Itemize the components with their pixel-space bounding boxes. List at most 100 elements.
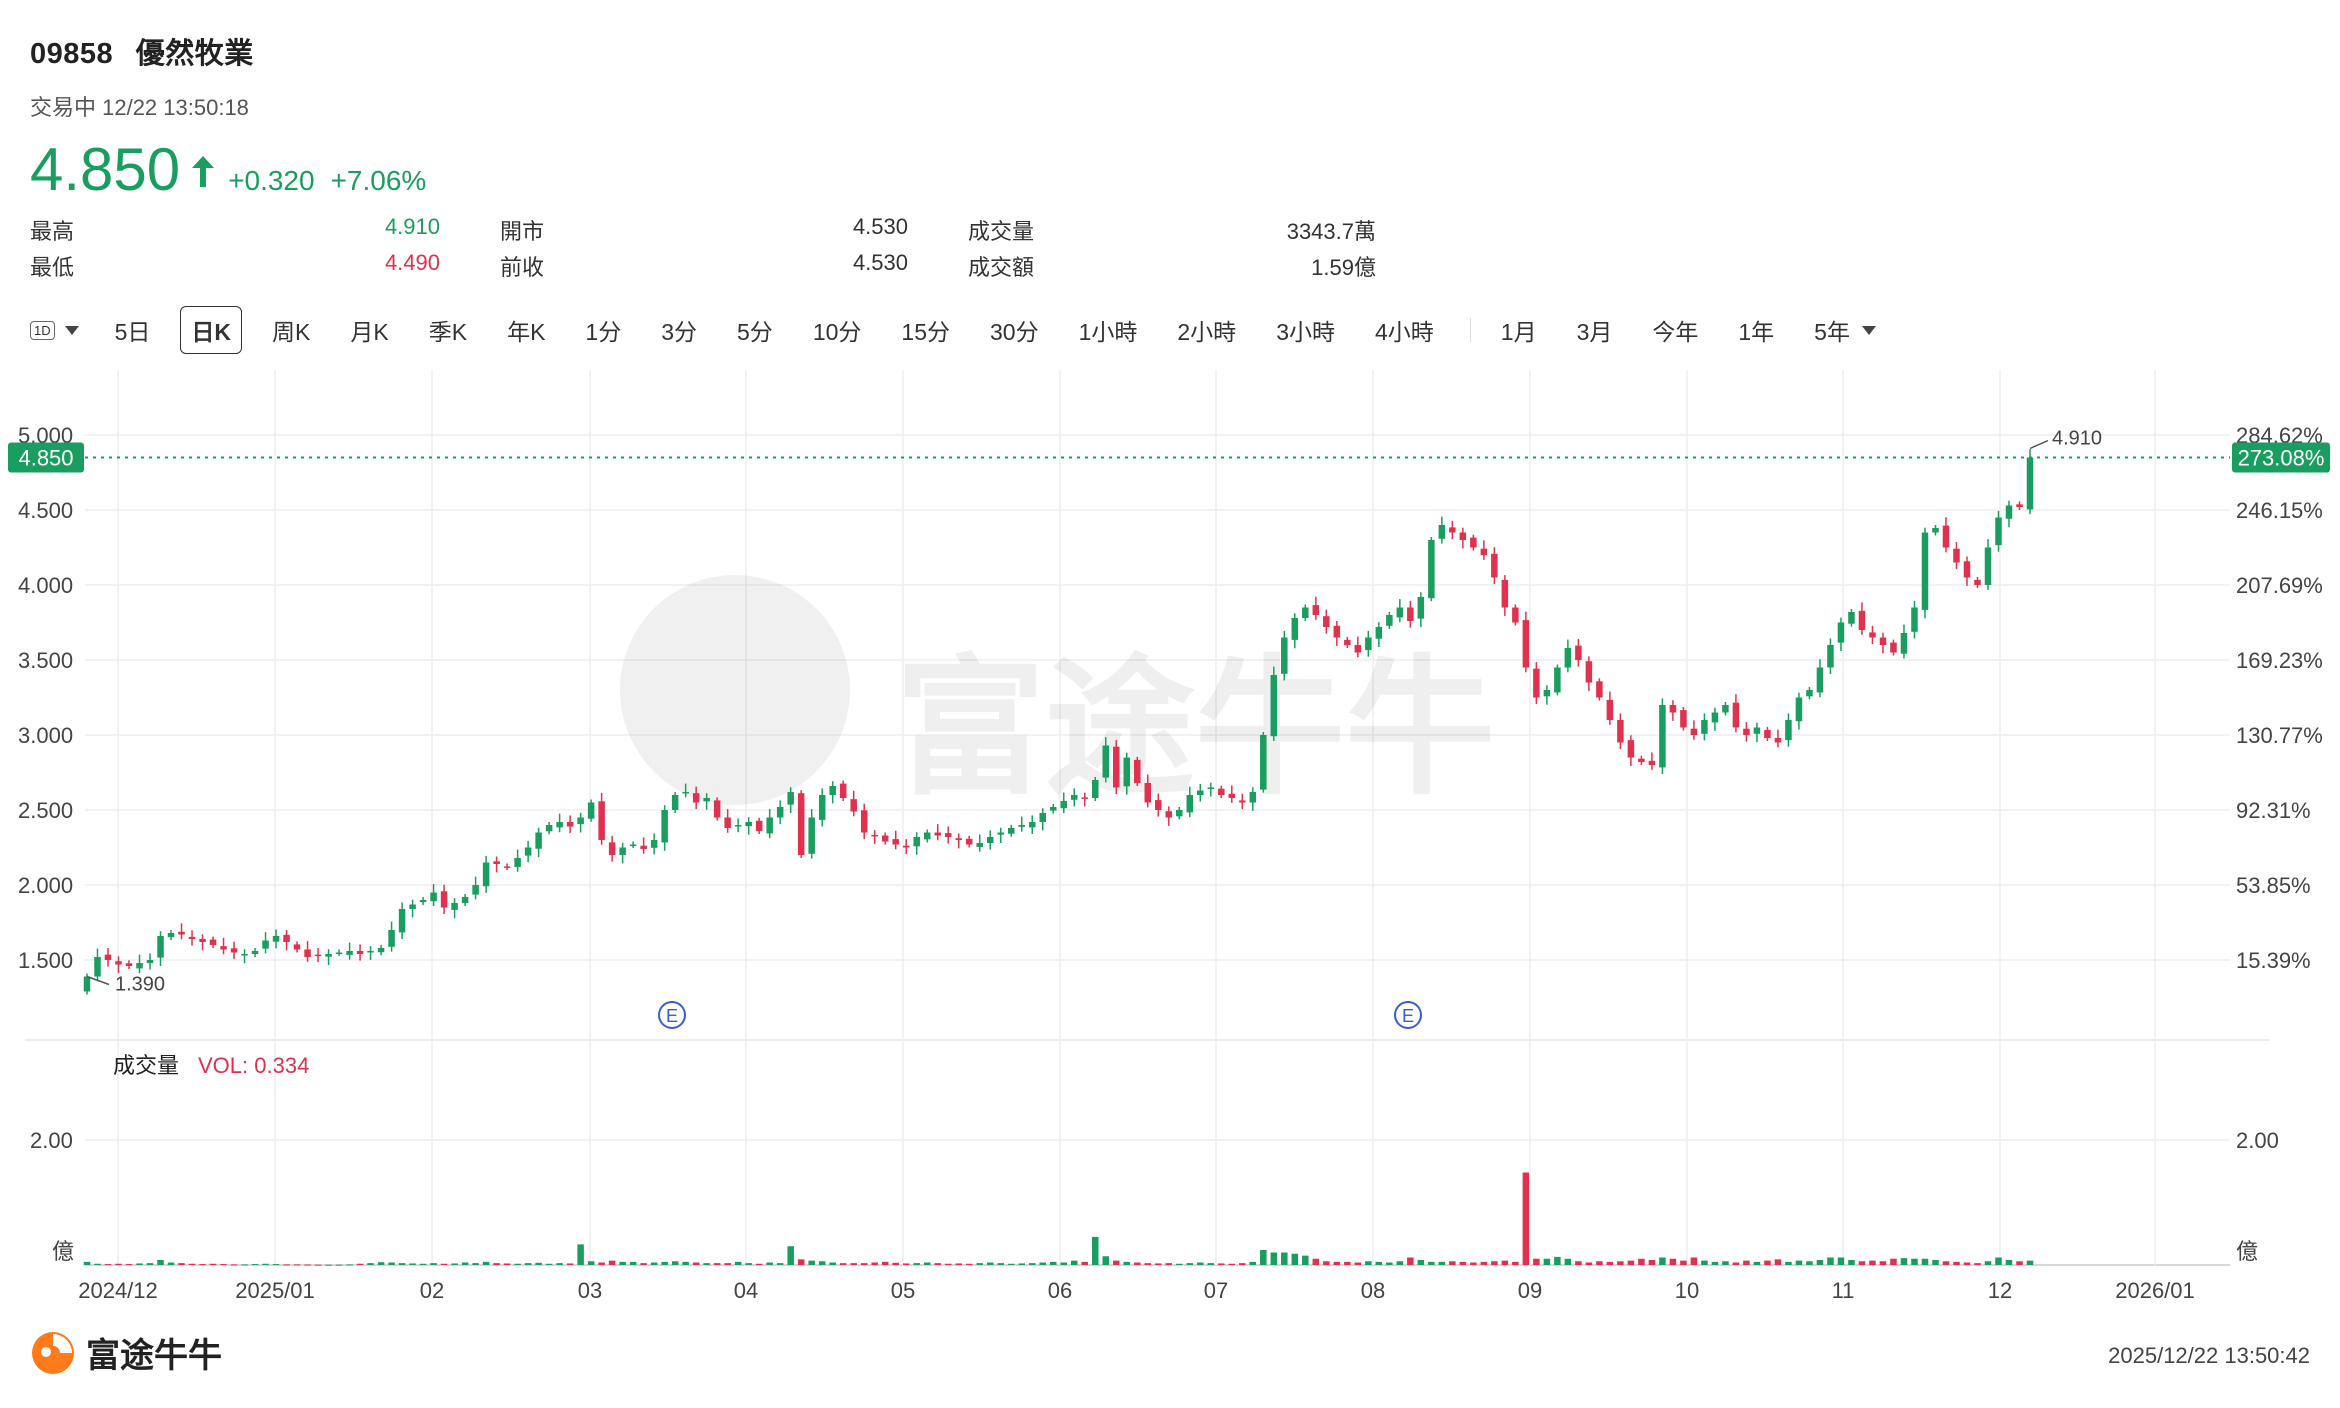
stock-code: 09858 bbox=[30, 38, 114, 70]
toolbar-divider bbox=[1469, 318, 1471, 342]
price-change: +0.320 bbox=[228, 165, 315, 196]
volume-bar bbox=[1732, 1262, 1740, 1265]
candle-body bbox=[1711, 712, 1719, 723]
volume-bars bbox=[83, 1172, 2034, 1266]
candle-body bbox=[1207, 787, 1215, 789]
candle-body bbox=[1837, 622, 1845, 643]
candle-body bbox=[1879, 637, 1887, 645]
candle-body bbox=[1774, 738, 1782, 743]
tab-3min[interactable]: 3分 bbox=[661, 319, 698, 345]
price-tick-label: 4.000 bbox=[18, 573, 73, 598]
volume-bar bbox=[1291, 1253, 1299, 1265]
range-1y[interactable]: 1年 bbox=[1738, 319, 1775, 345]
volume-bar bbox=[167, 1262, 175, 1265]
volume-bar bbox=[94, 1263, 101, 1265]
candle-body bbox=[1134, 759, 1141, 783]
tab-5min[interactable]: 5分 bbox=[737, 319, 773, 345]
volume-bar bbox=[1449, 1261, 1456, 1265]
candle-body bbox=[1344, 639, 1351, 645]
volume-bar bbox=[262, 1263, 269, 1265]
min-price-label: 1.390 bbox=[115, 974, 165, 996]
tab-month-k[interactable]: 月K bbox=[350, 319, 389, 345]
volume-bar bbox=[577, 1244, 584, 1265]
candle-body bbox=[650, 840, 658, 848]
footer-logo: 富途牛牛 bbox=[30, 1328, 222, 1377]
price-tick-label: 4.500 bbox=[18, 498, 73, 523]
range-3m[interactable]: 3月 bbox=[1576, 319, 1613, 345]
tab-1min[interactable]: 1分 bbox=[585, 319, 622, 345]
range-1m[interactable]: 1月 bbox=[1500, 319, 1537, 345]
candle-body bbox=[1270, 675, 1278, 737]
candle-body bbox=[1197, 790, 1204, 795]
candle-body bbox=[913, 837, 920, 847]
high-value: 4.910 bbox=[384, 214, 440, 239]
x-axis-label: 03 bbox=[578, 1278, 602, 1300]
volume-bar bbox=[356, 1263, 364, 1265]
candle-body bbox=[766, 817, 773, 834]
candle-body bbox=[1680, 710, 1687, 728]
range-5y[interactable]: 5年 bbox=[1804, 307, 1886, 353]
percent-tick-label: 207.69% bbox=[2236, 573, 2323, 598]
tab-2hour[interactable]: 2小時 bbox=[1177, 319, 1237, 345]
volume-bar bbox=[230, 1264, 238, 1266]
volume-bar bbox=[1102, 1256, 1110, 1265]
candle-body bbox=[1554, 667, 1561, 693]
tab-year-k[interactable]: 年K bbox=[507, 319, 546, 345]
candle-body bbox=[1323, 616, 1330, 627]
current-price: 4.850 bbox=[30, 136, 181, 203]
candle-body bbox=[745, 822, 752, 827]
percent-tick-label: 92.31% bbox=[2236, 798, 2311, 823]
volume-bar bbox=[1438, 1261, 1446, 1265]
trading-status: 交易中 12/22 13:50:18 bbox=[30, 95, 249, 120]
candle-body bbox=[1743, 728, 1750, 735]
candle-body bbox=[1995, 517, 2002, 546]
candle-body bbox=[1028, 822, 1036, 828]
candle-body bbox=[734, 825, 742, 827]
candle-body bbox=[608, 842, 616, 855]
volume-bar bbox=[346, 1264, 353, 1266]
stock-chart[interactable]: 富途牛牛 5.000 284.62%4.500 246.15%4.000 207.69… bbox=[0, 360, 2340, 1300]
volume-bar bbox=[430, 1263, 437, 1265]
candle-body bbox=[1470, 537, 1477, 548]
volume-bar bbox=[1722, 1261, 1729, 1265]
volume-bar bbox=[419, 1263, 427, 1265]
tab-5d[interactable]: 5日 bbox=[114, 319, 151, 345]
candle-body bbox=[1260, 735, 1267, 790]
candle-body bbox=[1722, 705, 1729, 713]
candle-body bbox=[1428, 540, 1435, 599]
candle-body bbox=[1354, 645, 1362, 653]
tab-15min[interactable]: 15分 bbox=[901, 319, 950, 345]
tab-3hour[interactable]: 3小時 bbox=[1276, 319, 1335, 345]
candle-body bbox=[241, 954, 248, 956]
volume-bar bbox=[1270, 1252, 1278, 1265]
tab-10min[interactable]: 10分 bbox=[812, 319, 862, 345]
tab-30min[interactable]: 30分 bbox=[990, 319, 1039, 345]
volume-bar bbox=[1333, 1261, 1341, 1265]
tab-4hour[interactable]: 4小時 bbox=[1374, 319, 1434, 345]
volume-bar bbox=[1585, 1262, 1593, 1265]
volume-bar bbox=[1354, 1262, 1362, 1265]
candle-body bbox=[1701, 720, 1708, 734]
price-tick-label: 3.000 bbox=[18, 723, 73, 748]
volume-bar bbox=[83, 1261, 91, 1265]
tab-1hour[interactable]: 1小時 bbox=[1078, 319, 1138, 345]
volume-bar bbox=[241, 1264, 248, 1266]
volume-bar bbox=[1512, 1261, 1519, 1265]
candle-body bbox=[1291, 618, 1299, 640]
candle-body bbox=[346, 951, 353, 955]
volume-bar bbox=[955, 1263, 962, 1265]
candles bbox=[83, 449, 2034, 995]
tab-week-k[interactable]: 周K bbox=[272, 319, 311, 345]
volume-bar bbox=[1648, 1260, 1656, 1265]
volume-bar bbox=[493, 1263, 500, 1265]
stock-title: 09858 優然牧業 bbox=[30, 30, 268, 72]
range-ytd[interactable]: 今年 bbox=[1652, 319, 1699, 345]
period-selector[interactable]: 1D bbox=[30, 320, 79, 340]
tab-quarter-k[interactable]: 季K bbox=[428, 319, 468, 345]
x-axis-label: 08 bbox=[1361, 1278, 1385, 1300]
volume-bar bbox=[472, 1263, 479, 1265]
volume-bar bbox=[629, 1261, 637, 1265]
volume-bar bbox=[1575, 1261, 1582, 1265]
price-tick-label: 2.500 bbox=[18, 798, 73, 823]
tab-day-k[interactable]: 日K bbox=[180, 306, 243, 354]
